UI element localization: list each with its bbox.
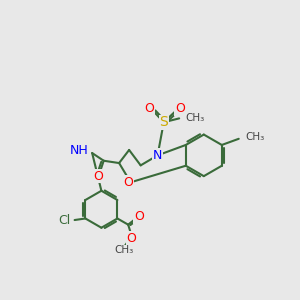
Text: S: S xyxy=(159,115,168,129)
Text: O: O xyxy=(126,232,136,245)
Text: O: O xyxy=(93,169,103,183)
Text: O: O xyxy=(123,176,133,189)
Text: O: O xyxy=(134,211,144,224)
Text: O: O xyxy=(144,102,154,115)
Text: CH₃: CH₃ xyxy=(245,132,264,142)
Text: N: N xyxy=(153,149,162,162)
Text: Cl: Cl xyxy=(58,214,71,226)
Text: CH₃: CH₃ xyxy=(185,113,205,123)
Text: NH: NH xyxy=(70,144,88,157)
Text: CH₃: CH₃ xyxy=(114,245,133,255)
Text: O: O xyxy=(175,102,185,115)
